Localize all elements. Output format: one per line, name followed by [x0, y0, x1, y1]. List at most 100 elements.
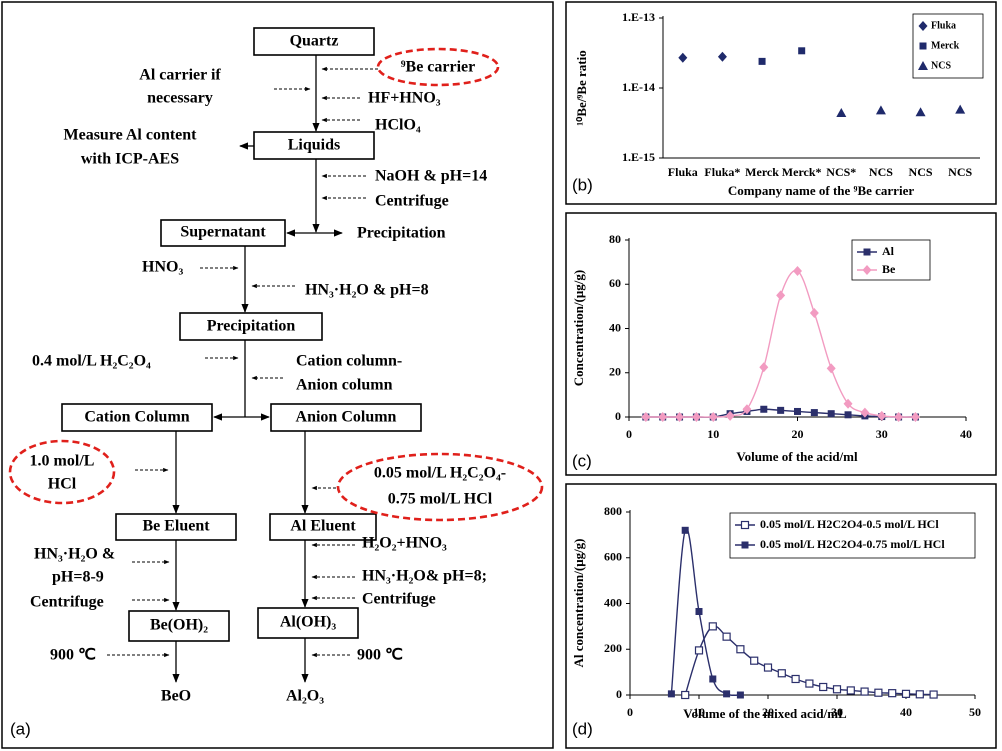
y-tick-label: 200 [604, 641, 622, 655]
x-axis-label: Volume of the mixed acid/mL [683, 706, 847, 721]
marker [836, 107, 847, 117]
panel-label: (c) [572, 451, 592, 470]
y-tick-label: 0 [615, 409, 621, 423]
marker [798, 47, 806, 55]
annotation: HN₃·H₂O & pH=8 [305, 282, 429, 299]
annotation: 0.4 mol/L H₂C₂O₄ [32, 353, 151, 370]
marker [915, 690, 924, 699]
legend-label: 0.05 mol/L H2C2O4-0.5 mol/L HCl [760, 517, 939, 531]
marker [681, 690, 690, 700]
marker [901, 689, 911, 698]
marker [763, 663, 773, 672]
marker [877, 410, 887, 421]
marker [794, 407, 801, 415]
annotation: Centrifuge [362, 591, 436, 608]
marker [827, 410, 835, 418]
marker [888, 689, 897, 698]
marker [846, 686, 855, 695]
node-box [160, 219, 286, 247]
highlight-oval [376, 47, 500, 87]
annotation: HF+HNO₃ [368, 90, 441, 107]
marker [805, 679, 814, 688]
x-tick-label: NCS* [826, 165, 856, 179]
marker [708, 412, 718, 422]
annotation: NaOH & pH=14 [375, 168, 487, 185]
marker [874, 688, 883, 697]
annotation: 900 ℃ [357, 647, 403, 664]
marker [860, 687, 869, 696]
x-tick-label: 40 [960, 427, 972, 441]
marker [760, 405, 768, 413]
y-tick-label: 0 [616, 687, 622, 701]
y-axis-label: ¹⁰Be/⁹Be ratio [574, 50, 589, 125]
node-label: Be(OH)₂ [150, 617, 208, 634]
marker [955, 104, 966, 114]
annotation: HN₃·H₂O & [34, 546, 115, 563]
annotation: HCl [48, 476, 77, 493]
x-tick-label: NCS [909, 165, 933, 179]
marker [860, 407, 870, 418]
y-tick-label: 800 [604, 504, 622, 518]
marker [875, 105, 886, 115]
marker [675, 412, 685, 422]
legend-box [851, 239, 931, 281]
x-tick-label: NCS [948, 165, 972, 179]
marker [777, 669, 786, 678]
node-box [128, 610, 230, 642]
y-axis-label: Al concentration/(μg/g) [571, 538, 586, 667]
legend-label: Fluka [931, 20, 956, 31]
legend-marker [918, 21, 928, 31]
node-label: Be Eluent [142, 518, 210, 535]
annotation: ⁹Be carrier [401, 59, 476, 76]
x-tick-label: 10 [707, 427, 719, 441]
marker [759, 362, 769, 373]
marker [826, 363, 836, 374]
marker [742, 404, 752, 415]
annotation: Centrifuge [30, 594, 104, 611]
x-tick-label: 20 [792, 427, 804, 441]
annotation: pH=8-9 [52, 569, 104, 586]
panel-frame [565, 483, 997, 749]
flowchart: Quartz Liquids Supernatant Precipitation… [8, 27, 544, 705]
annotation: H₂O₂+HNO₃ [362, 535, 447, 552]
x-axis-label: Volume of the acid/ml [736, 449, 858, 464]
y-tick-label: 1.E-15 [622, 150, 655, 164]
marker [691, 412, 701, 422]
annotation: HNO₃ [142, 259, 183, 276]
node-label: Quartz [290, 33, 339, 50]
annotation: Measure Al content [63, 127, 197, 144]
annotation: necessary [147, 90, 213, 107]
marker [793, 265, 802, 276]
marker [791, 674, 800, 684]
node-label: Anion Column [296, 409, 397, 426]
marker [910, 412, 920, 422]
annotation: Al carrier if [139, 67, 221, 84]
marker [844, 411, 852, 419]
node-label: Cation Column [84, 409, 189, 426]
node-label: Al(OH)₃ [280, 614, 337, 631]
legend-label: Be [882, 262, 896, 276]
y-tick-label: 40 [609, 320, 621, 334]
legend-label: Merck [931, 40, 960, 51]
node-box [179, 312, 323, 341]
marker [641, 412, 651, 422]
x-tick-label: 20 [762, 705, 774, 719]
highlight-oval [8, 439, 116, 505]
y-tick-label: 60 [609, 276, 621, 290]
marker [708, 622, 717, 631]
marker [894, 412, 904, 422]
node-label: Precipitation [357, 225, 446, 242]
marker [843, 398, 853, 409]
legend-marker [862, 265, 872, 275]
legend-marker [740, 520, 750, 530]
marker [681, 526, 689, 534]
node-box [257, 607, 359, 639]
node-box [61, 403, 213, 432]
panel-frame [565, 1, 997, 205]
panel-label: (a) [10, 719, 31, 738]
annotation: with ICP-AES [81, 151, 179, 168]
marker [809, 308, 819, 319]
panel-label: (d) [572, 719, 593, 738]
x-axis-label: Company name of the ⁹Be carrier [728, 183, 914, 198]
